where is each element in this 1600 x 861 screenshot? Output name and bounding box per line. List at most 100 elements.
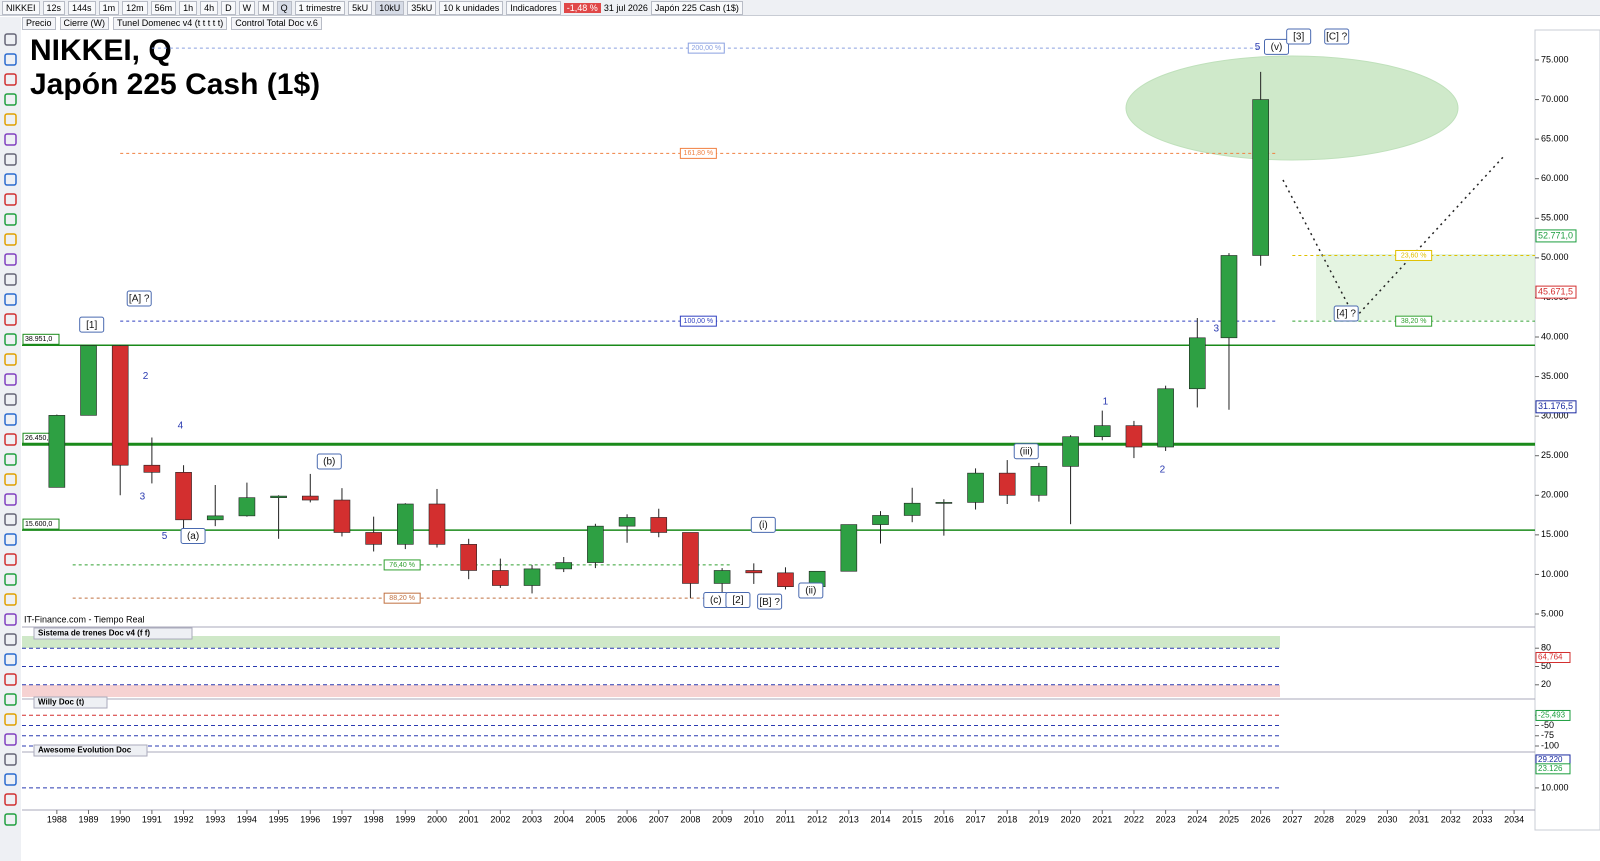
- wave-label: 1: [1103, 397, 1109, 408]
- timeframe-button[interactable]: M: [258, 0, 274, 15]
- panel-value: 29.220: [1538, 755, 1563, 764]
- timeframe-button[interactable]: W: [238, 0, 256, 15]
- legend-item[interactable]: Precio: [22, 17, 56, 30]
- y-tick-label: 35.000: [1541, 371, 1569, 381]
- tool-icon[interactable]: [4, 793, 17, 806]
- toolbar: NIKKEI 12s 144s 1m 12m 56m 1h 4h D W M Q 1 trimestre…: [0, 0, 1600, 16]
- tool-icon[interactable]: [4, 193, 17, 206]
- wave-label-box: [1286, 28, 1312, 45]
- panel-title: Sistema de trenes Doc v4 (f f): [38, 629, 150, 638]
- fib-label-box: [383, 592, 421, 604]
- tool-icon[interactable]: [4, 253, 17, 266]
- timeframe-button[interactable]: Q: [276, 0, 292, 15]
- y-tick-label: 65.000: [1541, 134, 1569, 144]
- indicators-button[interactable]: Indicadores: [506, 0, 561, 15]
- symbol-select[interactable]: NIKKEI: [2, 0, 40, 15]
- tool-icon[interactable]: [4, 153, 17, 166]
- period-select[interactable]: 1 trimestre: [294, 0, 346, 15]
- tool-icon[interactable]: [4, 293, 17, 306]
- timeframe-button[interactable]: 4h: [200, 0, 219, 15]
- tool-icon[interactable]: [4, 693, 17, 706]
- tool-icon[interactable]: [4, 673, 17, 686]
- tool-icon[interactable]: [4, 613, 17, 626]
- tool-icon[interactable]: [4, 593, 17, 606]
- y-tick-label: 75.000: [1541, 54, 1569, 64]
- tool-icon[interactable]: [4, 773, 17, 786]
- tool-icon[interactable]: [4, 493, 17, 506]
- candle-body: [365, 532, 382, 545]
- tool-icon[interactable]: [4, 33, 17, 46]
- tool-icon[interactable]: [4, 553, 17, 566]
- tool-icon[interactable]: [4, 633, 17, 646]
- candle-body: [460, 544, 477, 571]
- level-label-box: [22, 518, 60, 530]
- x-tick-label: 2012: [807, 814, 827, 824]
- tool-icon[interactable]: [4, 653, 17, 666]
- tool-icon[interactable]: [4, 813, 17, 826]
- panel-value: -25,493: [1538, 711, 1566, 720]
- tool-icon[interactable]: [4, 713, 17, 726]
- wave-label: [2]: [732, 595, 743, 606]
- tool-icon[interactable]: [4, 133, 17, 146]
- units-button[interactable]: 5kU: [348, 0, 373, 15]
- x-tick-label: 1998: [364, 814, 384, 824]
- wave-label-box: [126, 290, 152, 307]
- tool-icon[interactable]: [4, 273, 17, 286]
- y-tick-label: 30.000: [1541, 411, 1569, 421]
- timeframe-button[interactable]: 12m: [122, 0, 148, 15]
- timeframe-button[interactable]: 144s: [68, 0, 96, 15]
- tool-icon[interactable]: [4, 733, 17, 746]
- tool-icon[interactable]: [4, 73, 17, 86]
- wave-label: 3: [1214, 324, 1220, 335]
- left-toolbar: [0, 17, 21, 861]
- panel-tick-label: -75: [1541, 730, 1554, 740]
- timeframe-button[interactable]: 56m: [150, 0, 177, 15]
- timeframe-button[interactable]: 12s: [42, 0, 66, 15]
- x-tick-label: 2027: [1282, 814, 1302, 824]
- tool-icon[interactable]: [4, 753, 17, 766]
- wave-label: 5: [162, 531, 168, 542]
- tool-icon[interactable]: [4, 313, 17, 326]
- candle-body: [1188, 337, 1206, 390]
- x-tick-label: 2006: [617, 814, 637, 824]
- wave-label: 2: [1160, 465, 1166, 476]
- tool-icon[interactable]: [4, 173, 17, 186]
- x-tick-label: 1994: [237, 814, 257, 824]
- tool-icon[interactable]: [4, 113, 17, 126]
- tool-icon[interactable]: [4, 513, 17, 526]
- tool-icon[interactable]: [4, 333, 17, 346]
- tool-icon[interactable]: [4, 213, 17, 226]
- units-button[interactable]: 10kU: [375, 0, 405, 15]
- tool-icon[interactable]: [4, 233, 17, 246]
- tool-icon[interactable]: [4, 533, 17, 546]
- tool-icon[interactable]: [4, 453, 17, 466]
- panel-tick-label: 20: [1541, 679, 1551, 689]
- tool-icon[interactable]: [4, 93, 17, 106]
- x-tick-label: 1992: [174, 814, 194, 824]
- x-tick-label: 2009: [712, 814, 732, 824]
- tool-icon[interactable]: [4, 573, 17, 586]
- tool-icon[interactable]: [4, 473, 17, 486]
- panel-tick-label: -100: [1541, 740, 1559, 750]
- legend-item[interactable]: Control Total Doc v.6: [231, 17, 322, 30]
- timeframe-button[interactable]: 1m: [98, 0, 120, 15]
- timeframe-button[interactable]: 1h: [179, 0, 198, 15]
- tool-icon[interactable]: [4, 433, 17, 446]
- legend-item[interactable]: Cierre (W): [59, 17, 110, 30]
- tool-icon[interactable]: [4, 353, 17, 366]
- units-button[interactable]: 35kU: [407, 0, 437, 15]
- tool-icon[interactable]: [4, 393, 17, 406]
- tool-icon[interactable]: [4, 413, 17, 426]
- candle-body: [1220, 255, 1238, 339]
- wave-label-box: [1013, 443, 1039, 460]
- tool-icon[interactable]: [4, 373, 17, 386]
- timeframe-button[interactable]: D: [221, 0, 236, 15]
- legend-item[interactable]: Tunel Domenec v4 (t t t t t): [113, 17, 228, 30]
- y-tick-label: 15.000: [1541, 529, 1569, 539]
- units-select[interactable]: 10 k unidades: [439, 0, 504, 15]
- fib-label-box: [679, 147, 717, 159]
- panel-value: 23.126: [1538, 764, 1563, 773]
- x-tick-label: 2023: [1156, 814, 1176, 824]
- tool-icon[interactable]: [4, 53, 17, 66]
